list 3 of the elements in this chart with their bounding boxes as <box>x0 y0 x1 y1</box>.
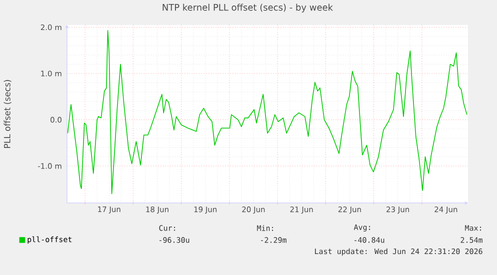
chart-title: NTP kernel PLL offset (secs) - by week <box>162 4 333 12</box>
line-series <box>67 30 468 194</box>
y-axis-title: PLL offset (secs) <box>4 80 12 148</box>
